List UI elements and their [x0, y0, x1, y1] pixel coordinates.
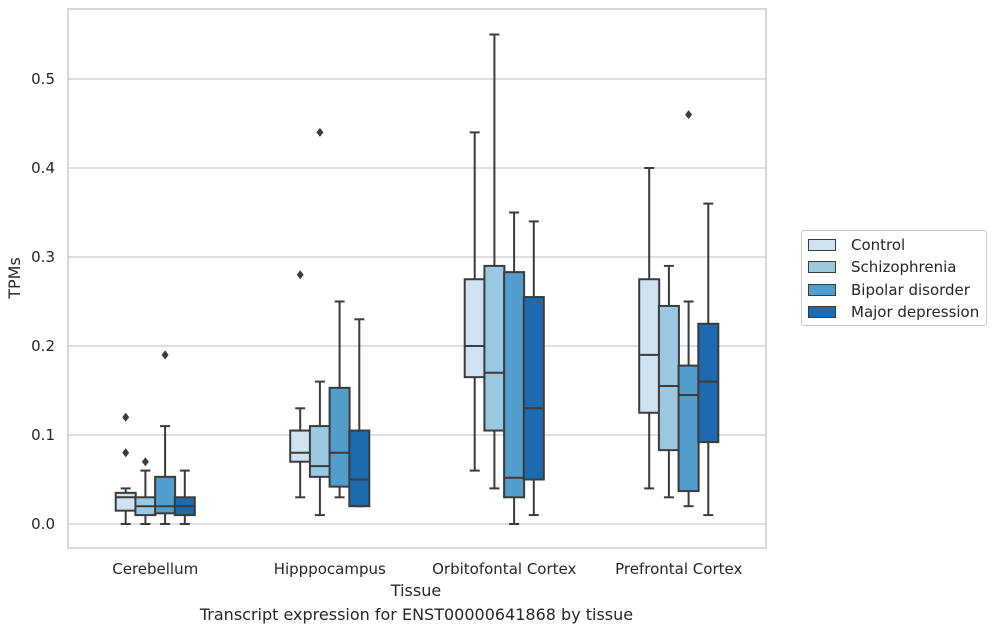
legend-item-major-depression: Major depression [808, 302, 979, 322]
box-body [348, 429, 371, 508]
box-body [154, 475, 177, 515]
legend-label-bipolar-disorder: Bipolar disorder [851, 281, 970, 299]
x-tick-label: Orbitofontal Cortex [432, 560, 576, 578]
legend-item-schizophrenia: Schizophrenia [808, 257, 956, 277]
legend-item-bipolar-disorder: Bipolar disorder [808, 280, 970, 300]
legend-swatch-major-depression [808, 306, 836, 318]
box-body [503, 271, 526, 499]
legend-swatch-control [808, 239, 836, 251]
y-tick-label: 0.5 [31, 70, 55, 88]
box-3-0 [638, 167, 661, 490]
outlier-point [161, 350, 169, 360]
box-0-1 [134, 457, 157, 525]
y-axis-label: TPMs [5, 257, 24, 300]
legend-item-control: Control [808, 235, 905, 255]
box-1-3 [348, 318, 371, 508]
figure-caption: Transcript expression for ENST0000064186… [199, 605, 634, 624]
legend-swatch-bipolar-disorder [808, 284, 836, 296]
box-2-1 [483, 33, 506, 490]
box-body [483, 264, 506, 432]
box-0-0 [114, 412, 137, 525]
box-body [697, 322, 720, 444]
outlier-point [122, 412, 130, 422]
boxes [114, 33, 720, 525]
y-tick-label: 0.2 [31, 337, 55, 355]
x-tick-label: Hipppocampus [274, 560, 386, 578]
x-tick-labels: Cerebellum Hipppocampus Orbitofontal Corte… [112, 560, 742, 578]
box-body [463, 278, 486, 379]
box-1-0 [289, 270, 312, 499]
box-body [677, 364, 700, 493]
box-2-3 [522, 220, 545, 517]
box-body [328, 386, 351, 488]
gridlines [68, 78, 766, 525]
legend: Control Schizophrenia Bipolar disorder M… [801, 230, 987, 326]
legend-swatch-schizophrenia [808, 261, 836, 273]
box-3-1 [657, 264, 680, 499]
box-3-3 [697, 202, 720, 517]
box-0-3 [173, 469, 196, 525]
plot-frame [67, 8, 767, 549]
legend-label-schizophrenia: Schizophrenia [851, 258, 957, 276]
box-body [114, 491, 137, 512]
outlier-point [316, 127, 324, 137]
box-body [638, 278, 661, 414]
box-body [657, 304, 680, 452]
x-tick-label: Cerebellum [112, 560, 198, 578]
y-tick-label: 0.4 [31, 159, 55, 177]
y-tick-labels: 0.0 0.1 0.2 0.3 0.4 0.5 [31, 70, 55, 533]
x-axis-label: Tissue [390, 581, 441, 600]
y-tick-label: 0.1 [31, 426, 55, 444]
outlier-point [685, 110, 693, 120]
box-body [289, 429, 312, 463]
outlier-point [296, 270, 304, 280]
box-0-2 [154, 350, 177, 525]
legend-label-control: Control [851, 236, 906, 254]
box-2-0 [463, 131, 486, 472]
y-tick-label: 0.3 [31, 248, 55, 266]
box-body [308, 425, 331, 478]
box-1-1 [308, 127, 331, 517]
legend-label-major-depression: Major depression [851, 303, 980, 321]
box-2-2 [503, 211, 526, 525]
box-3-2 [677, 110, 700, 508]
x-tick-label: Prefrontal Cortex [615, 560, 742, 578]
y-tick-label: 0.0 [31, 515, 55, 533]
box-body [522, 296, 545, 481]
outlier-point [122, 448, 130, 458]
outlier-point [141, 457, 149, 467]
box-1-2 [328, 300, 351, 499]
